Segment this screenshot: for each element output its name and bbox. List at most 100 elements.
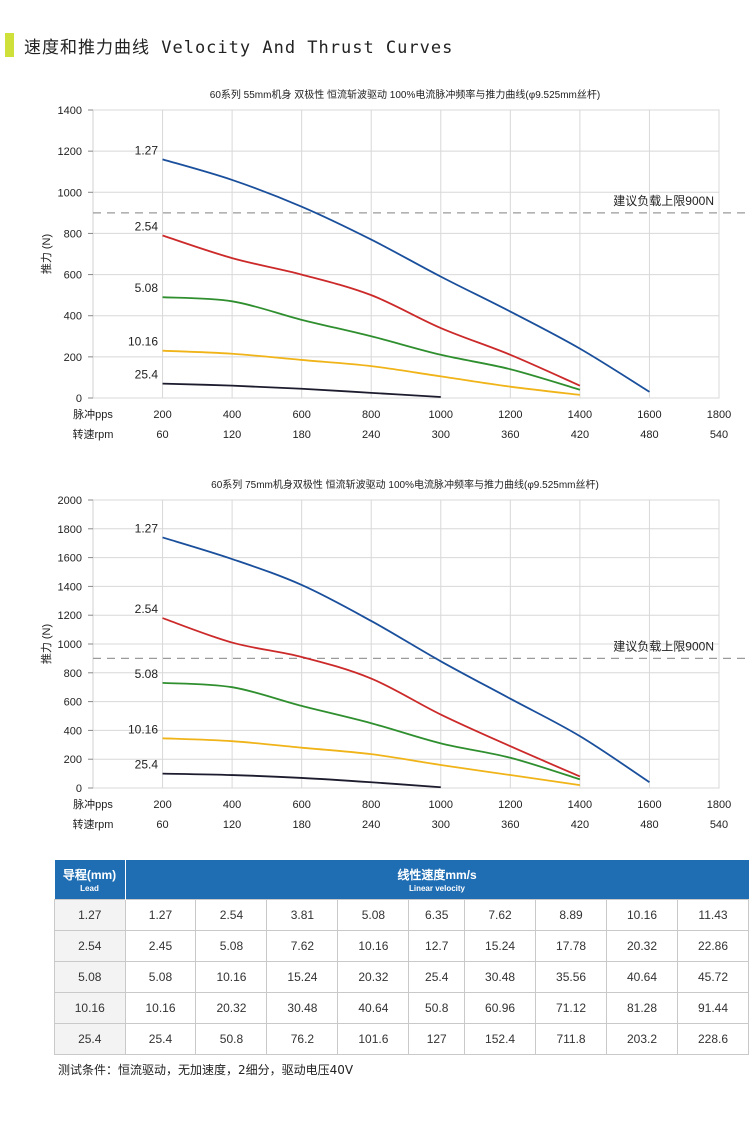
velocity-cell: 40.64 [606,961,678,993]
velocity-cell: 35.56 [535,961,608,993]
velocity-cell: 2.45 [124,930,197,962]
y-tick-label: 1000 [58,187,82,199]
velocity-cell: 50.8 [408,992,466,1024]
x-secondary-tick-label: 360 [501,819,519,831]
series-line-5.08 [162,296,581,391]
y-tick-label: 1600 [58,553,82,565]
series-line-10.16 [162,349,580,396]
lead-cell: 2.54 [54,930,126,962]
velocity-cell: 71.12 [535,992,608,1024]
y-tick-label: 1200 [58,146,82,158]
reference-line-label: 建议负载上限900N [613,194,714,208]
series-label-2.54: 2.54 [135,602,159,616]
series-line-25.4 [162,772,441,789]
x-secondary-tick-label: 60 [156,819,168,831]
y-tick-label: 1800 [58,524,82,536]
series-label-5.08: 5.08 [135,667,159,681]
x-tick-label: 600 [292,409,310,421]
chart-title: 60系列 75mm机身双极性 恒流斩波驱动 100%电流脉冲频率与推力曲线(φ9… [211,478,599,491]
series-label-1.27: 1.27 [135,143,159,157]
thrust-chart-75mm: 60系列 75mm机身双极性 恒流斩波驱动 100%电流脉冲频率与推力曲线(φ9… [39,478,750,831]
velocity-cell: 30.48 [266,992,339,1024]
velocity-cell: 20.32 [337,961,410,993]
x-secondary-tick-label: 420 [571,429,589,441]
y-tick-label: 200 [64,352,82,364]
test-conditions-note: 测试条件：恒流驱动，无加速度，2细分，驱动电压40V [58,1063,354,1077]
velocity-cell: 17.78 [535,930,608,962]
x-tick-label: 600 [292,799,310,811]
velocity-cell: 10.16 [195,961,268,993]
velocity-cell: 30.48 [464,961,537,993]
x-tick-label: 800 [362,409,380,421]
velocity-cell: 3.81 [266,899,339,931]
lead-header: 导程(mm) Lead [54,860,126,900]
velocity-cell: 711.8 [535,1023,608,1055]
velocity-cell: 101.6 [337,1023,410,1055]
velocity-cell: 6.35 [408,899,466,931]
x-tick-label: 1200 [498,409,522,421]
x-tick-label: 1400 [568,409,592,421]
x-axis-label: 脉冲pps [73,407,113,421]
series-line-1.27 [162,158,650,393]
velocity-cell: 8.89 [535,899,608,931]
table-row: 5.08 5.08 10.16 15.24 20.32 25.4 30.48 35.56 40.… [54,961,750,993]
y-tick-label: 200 [64,754,82,766]
velocity-cell: 5.08 [337,899,410,931]
series-line-25.4 [162,382,441,398]
x-secondary-tick-label: 60 [156,429,168,441]
x-tick-label: 400 [223,799,241,811]
y-tick-label: 1400 [58,581,82,593]
x-secondary-tick-label: 300 [432,429,450,441]
y-tick-label: 800 [64,228,82,240]
x-secondary-tick-label: 360 [501,429,519,441]
x-secondary-tick-label: 300 [432,819,450,831]
x-secondary-tick-label: 120 [223,429,241,441]
velocity-cell: 7.62 [464,899,537,931]
series-line-2.54 [162,617,581,778]
velocity-cell: 15.24 [266,961,339,993]
x-tick-label: 1800 [707,409,731,421]
series-label-5.08: 5.08 [135,281,159,295]
x-tick-label: 1000 [429,409,453,421]
table-row: 1.27 1.27 2.54 3.81 5.08 6.35 7.62 8.89 10.16 11.… [54,899,750,931]
x-tick-label: 200 [153,409,171,421]
velocity-cell: 20.32 [195,992,268,1024]
x-secondary-tick-label: 540 [710,429,728,441]
series-line-1.27 [162,536,650,783]
velocity-cell: 25.4 [408,961,466,993]
y-axis-label: 推力 (N) [39,234,53,274]
plot-area [92,109,720,399]
velocity-cell: 91.44 [676,992,750,1024]
x-secondary-tick-label: 180 [292,819,310,831]
series-label-25.4: 25.4 [135,368,159,382]
section-header: 速度和推力曲线 Velocity And Thrust Curves [0,30,750,60]
velocity-cell: 10.16 [337,930,410,962]
header-accent-bar [5,33,14,57]
y-tick-label: 400 [64,725,82,737]
velocity-cell: 228.6 [676,1023,750,1055]
x-secondary-axis-label: 转速rpm [73,427,114,441]
velocity-cell: 127 [408,1023,466,1055]
velocity-cell: 20.32 [606,930,678,962]
y-tick-label: 1400 [58,105,82,117]
lead-cell: 5.08 [54,961,126,993]
lead-cell: 1.27 [54,899,126,931]
table-row: 2.54 2.45 5.08 7.62 10.16 12.7 15.24 17.78 20.32… [54,930,750,962]
x-tick-label: 1600 [637,799,661,811]
x-secondary-tick-label: 240 [362,819,380,831]
y-tick-label: 1000 [58,639,82,651]
x-tick-label: 1000 [429,799,453,811]
x-tick-label: 800 [362,799,380,811]
velocity-cell: 45.72 [676,961,750,993]
x-tick-label: 1600 [637,409,661,421]
series-label-10.16: 10.16 [128,722,158,736]
velocity-cell: 11.43 [676,899,750,931]
velocity-cell: 40.64 [337,992,410,1024]
series-label-10.16: 10.16 [128,335,158,349]
y-tick-label: 2000 [58,495,82,507]
lead-cell: 25.4 [54,1023,126,1055]
x-tick-label: 200 [153,799,171,811]
reference-line-label: 建议负载上限900N [613,639,714,653]
y-tick-label: 600 [64,270,82,282]
y-tick-label: 0 [76,783,82,795]
